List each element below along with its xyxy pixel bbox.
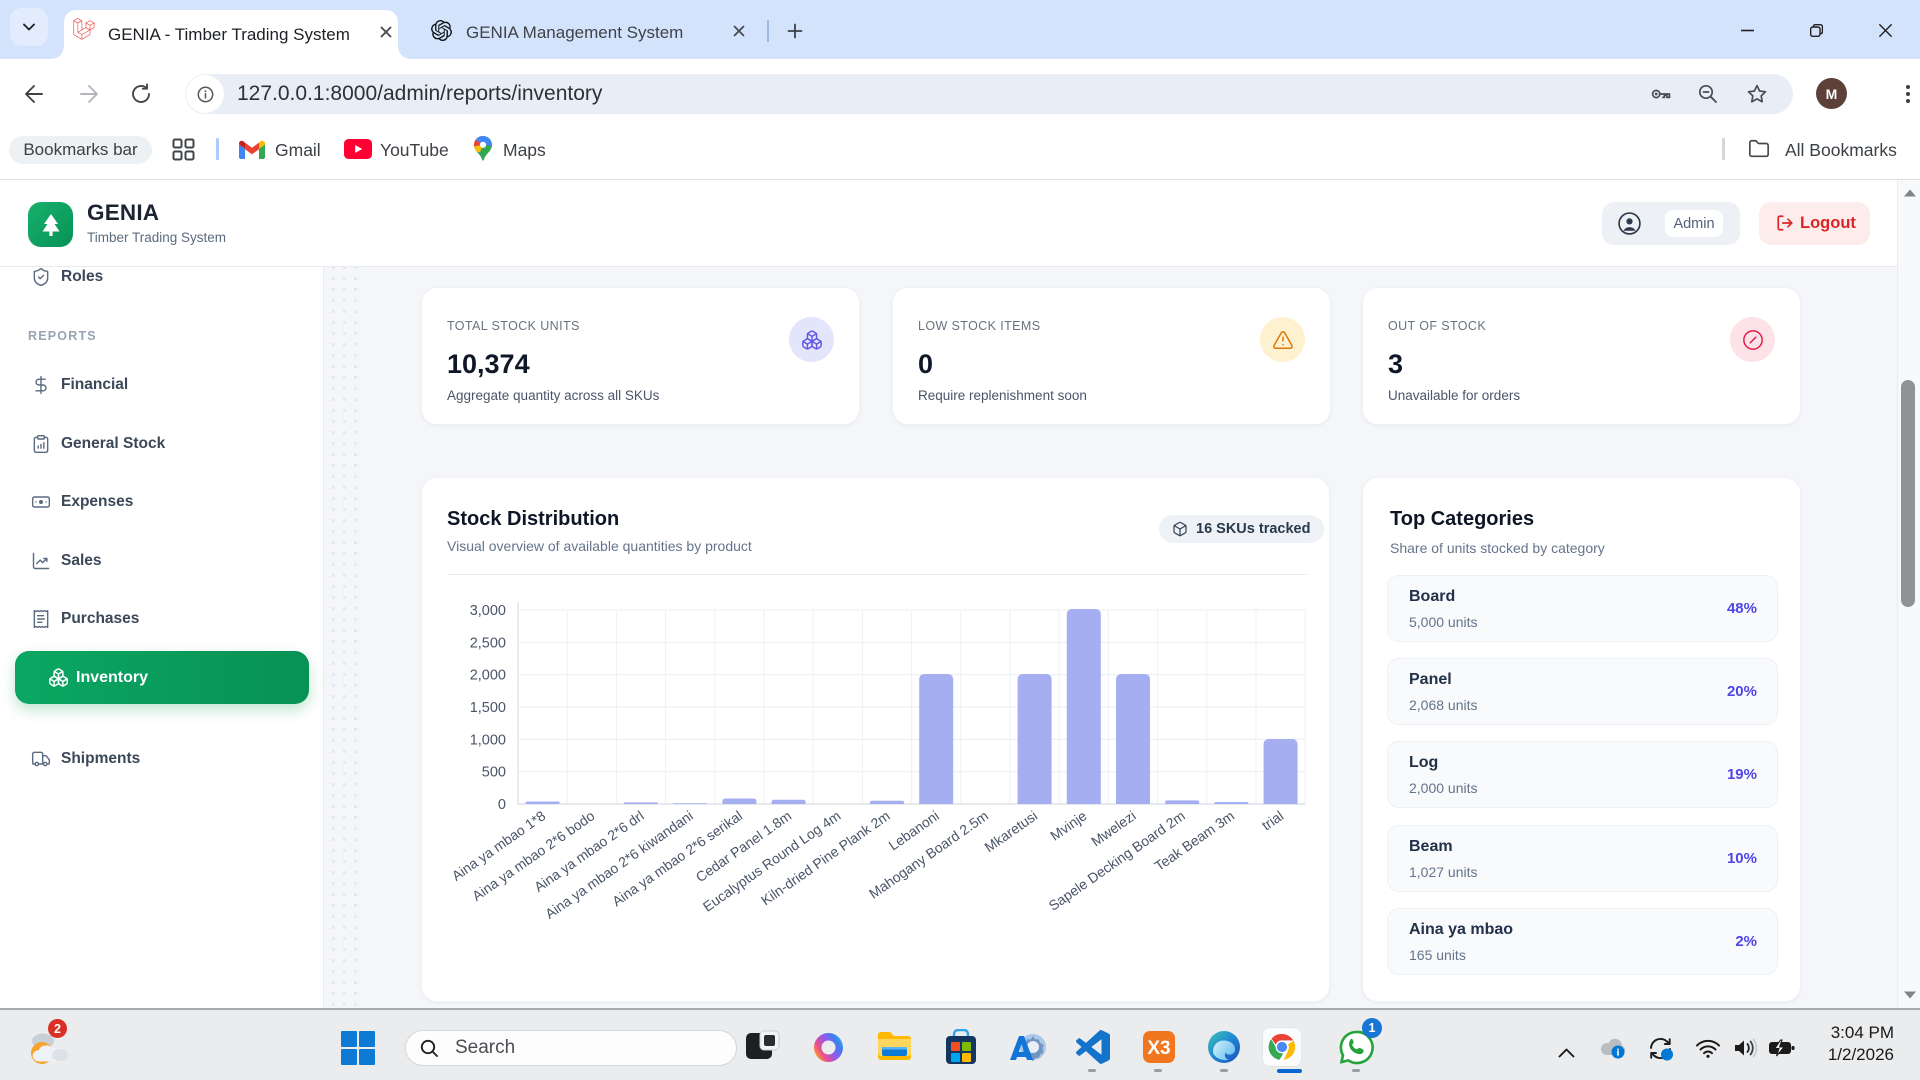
svg-text:trial: trial [1259,807,1287,833]
svg-text:Mvinje: Mvinje [1047,807,1089,843]
svg-text:1,500: 1,500 [470,700,506,716]
svg-text:2,000: 2,000 [470,668,506,684]
svg-text:1,000: 1,000 [470,732,506,748]
svg-text:0: 0 [498,797,506,813]
svg-text:500: 500 [482,765,506,781]
svg-text:3,000: 3,000 [470,603,506,619]
svg-text:X3: X3 [1147,1038,1170,1059]
svg-text:Mkaretusi: Mkaretusi [981,807,1040,855]
svg-text:2,500: 2,500 [470,635,506,651]
